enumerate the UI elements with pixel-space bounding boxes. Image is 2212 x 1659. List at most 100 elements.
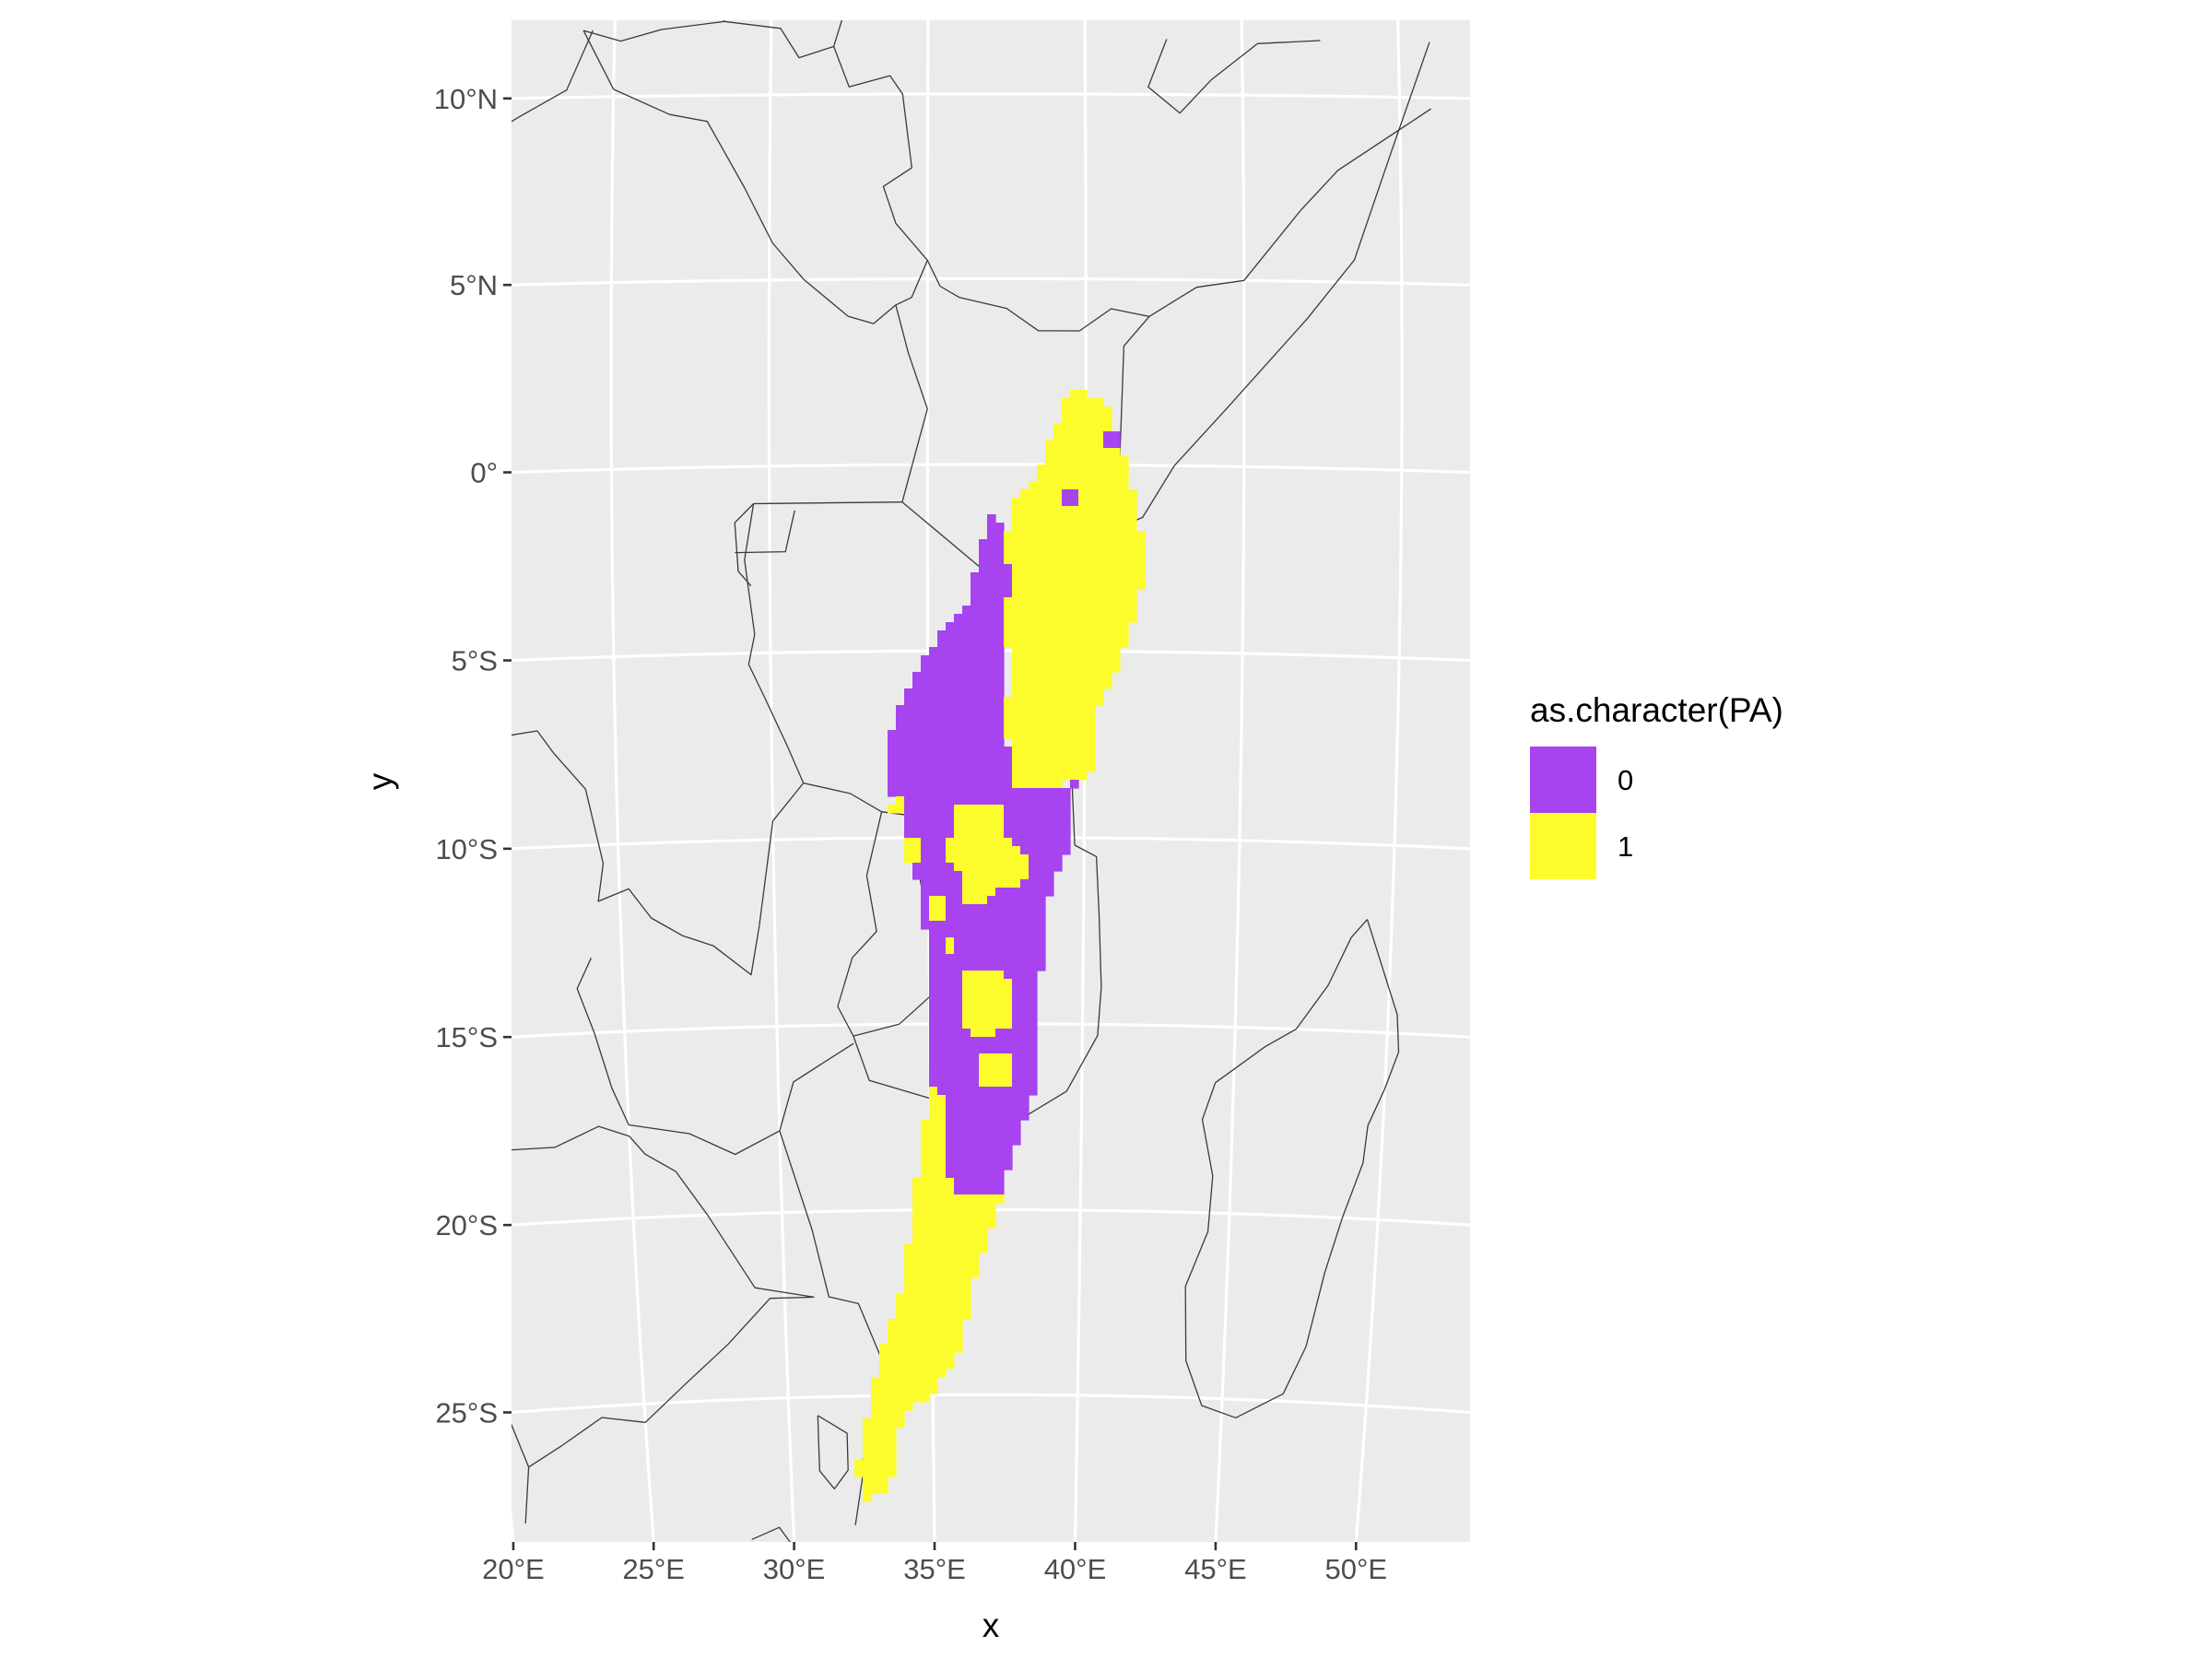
raster-cell-class-1 <box>863 1452 872 1461</box>
raster-cell-class-0 <box>987 1095 996 1104</box>
raster-cell-class-0 <box>1062 846 1071 855</box>
raster-cell-class-1 <box>929 1136 938 1146</box>
raster-cell-class-1 <box>1078 564 1088 573</box>
raster-cell-class-1 <box>1012 722 1021 731</box>
raster-cell-class-0 <box>921 730 930 739</box>
raster-cell-class-1 <box>1103 597 1112 606</box>
raster-cell-class-0 <box>946 1170 955 1179</box>
country-border <box>528 1296 815 1468</box>
raster-cell-class-0 <box>954 937 963 947</box>
raster-cell-class-1 <box>946 1294 955 1303</box>
raster-cell-class-0 <box>937 1087 947 1096</box>
raster-cell-class-0 <box>1029 1053 1038 1063</box>
raster-cell-class-0 <box>921 863 930 872</box>
raster-cell-class-1 <box>1120 481 1129 490</box>
raster-cell-class-0 <box>954 771 963 781</box>
raster-cell-class-0 <box>1029 937 1038 947</box>
raster-cell-class-0 <box>954 713 963 723</box>
raster-cell-class-1 <box>1103 564 1112 573</box>
raster-cell-class-0 <box>971 622 980 631</box>
raster-cell-class-1 <box>1062 630 1071 640</box>
raster-cell-class-0 <box>912 771 922 781</box>
raster-cell-class-1 <box>971 979 980 988</box>
raster-cell-class-1 <box>1053 747 1063 756</box>
raster-cell-class-1 <box>1037 614 1046 623</box>
raster-cell-class-0 <box>1029 1004 1038 1013</box>
raster-cell-class-1 <box>1012 854 1021 864</box>
raster-cell-class-1 <box>1103 556 1112 565</box>
raster-cell-class-0 <box>995 556 1005 565</box>
raster-cell-class-1 <box>979 1012 988 1021</box>
raster-cell-class-1 <box>995 846 1005 855</box>
raster-cell-class-1 <box>1004 722 1013 731</box>
raster-cell-class-1 <box>1004 1070 1013 1079</box>
raster-cell-class-1 <box>1070 655 1079 665</box>
raster-cell-class-0 <box>904 796 913 806</box>
raster-cell-class-0 <box>987 556 996 565</box>
raster-cell-class-1 <box>954 838 963 847</box>
raster-cell-class-0 <box>1045 813 1054 822</box>
raster-cell-class-1 <box>1029 763 1038 772</box>
raster-cell-class-1 <box>1029 664 1038 673</box>
raster-cell-class-1 <box>971 854 980 864</box>
raster-cell-class-0 <box>912 830 922 839</box>
raster-cell-class-0 <box>1012 946 1021 955</box>
raster-cell-class-1 <box>937 1203 947 1212</box>
raster-cell-class-1 <box>1053 448 1063 457</box>
raster-cell-class-0 <box>1012 1037 1021 1046</box>
raster-cell-class-1 <box>979 1219 988 1229</box>
raster-cell-class-1 <box>1095 423 1104 432</box>
raster-cell-class-1 <box>1103 622 1112 631</box>
raster-cell-class-0 <box>904 813 913 822</box>
raster-cell-class-0 <box>896 730 905 739</box>
raster-cell-class-1 <box>1112 589 1121 598</box>
raster-cell-class-0 <box>987 896 996 905</box>
raster-cell-class-1 <box>1078 498 1088 507</box>
raster-cell-class-0 <box>1029 896 1038 905</box>
raster-cell-class-1 <box>1112 448 1121 457</box>
raster-cell-class-0 <box>946 971 955 980</box>
raster-cell-class-0 <box>1045 805 1054 814</box>
raster-cell-class-0 <box>929 688 938 698</box>
raster-cell-class-0 <box>921 738 930 747</box>
raster-cell-class-0 <box>962 730 971 739</box>
raster-cell-class-1 <box>1045 481 1054 490</box>
raster-cell-class-0 <box>1062 813 1071 822</box>
raster-cell-class-1 <box>987 846 996 855</box>
raster-cell-class-1 <box>921 1311 930 1320</box>
raster-cell-class-0 <box>929 697 938 706</box>
raster-cell-class-1 <box>1053 664 1063 673</box>
raster-cell-class-0 <box>929 846 938 855</box>
raster-cell-class-1 <box>1053 489 1063 499</box>
raster-cell-class-1 <box>1020 722 1030 731</box>
raster-cell-class-1 <box>1112 614 1121 623</box>
raster-cell-class-1 <box>1112 647 1121 656</box>
raster-cell-class-1 <box>937 1120 947 1129</box>
raster-cell-class-1 <box>1037 738 1046 747</box>
raster-cell-class-1 <box>1078 489 1088 499</box>
raster-cell-class-1 <box>921 1128 930 1137</box>
raster-cell-class-0 <box>1029 979 1038 988</box>
raster-cell-class-1 <box>971 896 980 905</box>
raster-cell-class-0 <box>912 863 922 872</box>
raster-cell-class-1 <box>971 813 980 822</box>
raster-cell-class-1 <box>971 821 980 830</box>
raster-cell-class-1 <box>1045 713 1054 723</box>
raster-cell-class-1 <box>896 1385 905 1394</box>
raster-cell-class-0 <box>929 1070 938 1079</box>
raster-cell-class-1 <box>1045 564 1054 573</box>
raster-cell-class-1 <box>1029 630 1038 640</box>
raster-cell-class-0 <box>1004 962 1013 971</box>
raster-cell-class-1 <box>1070 763 1079 772</box>
raster-cell-class-1 <box>1062 514 1071 524</box>
raster-cell-class-0 <box>987 962 996 971</box>
raster-cell-class-0 <box>1012 1128 1021 1137</box>
raster-cell-class-0 <box>937 788 947 797</box>
raster-cell-class-1 <box>888 1418 897 1428</box>
raster-cell-class-1 <box>896 1352 905 1361</box>
raster-cell-class-1 <box>912 1311 922 1320</box>
raster-cell-class-0 <box>954 1161 963 1171</box>
raster-cell-class-1 <box>888 1377 897 1386</box>
raster-cell-class-1 <box>1037 630 1046 640</box>
raster-cell-class-1 <box>1045 465 1054 474</box>
